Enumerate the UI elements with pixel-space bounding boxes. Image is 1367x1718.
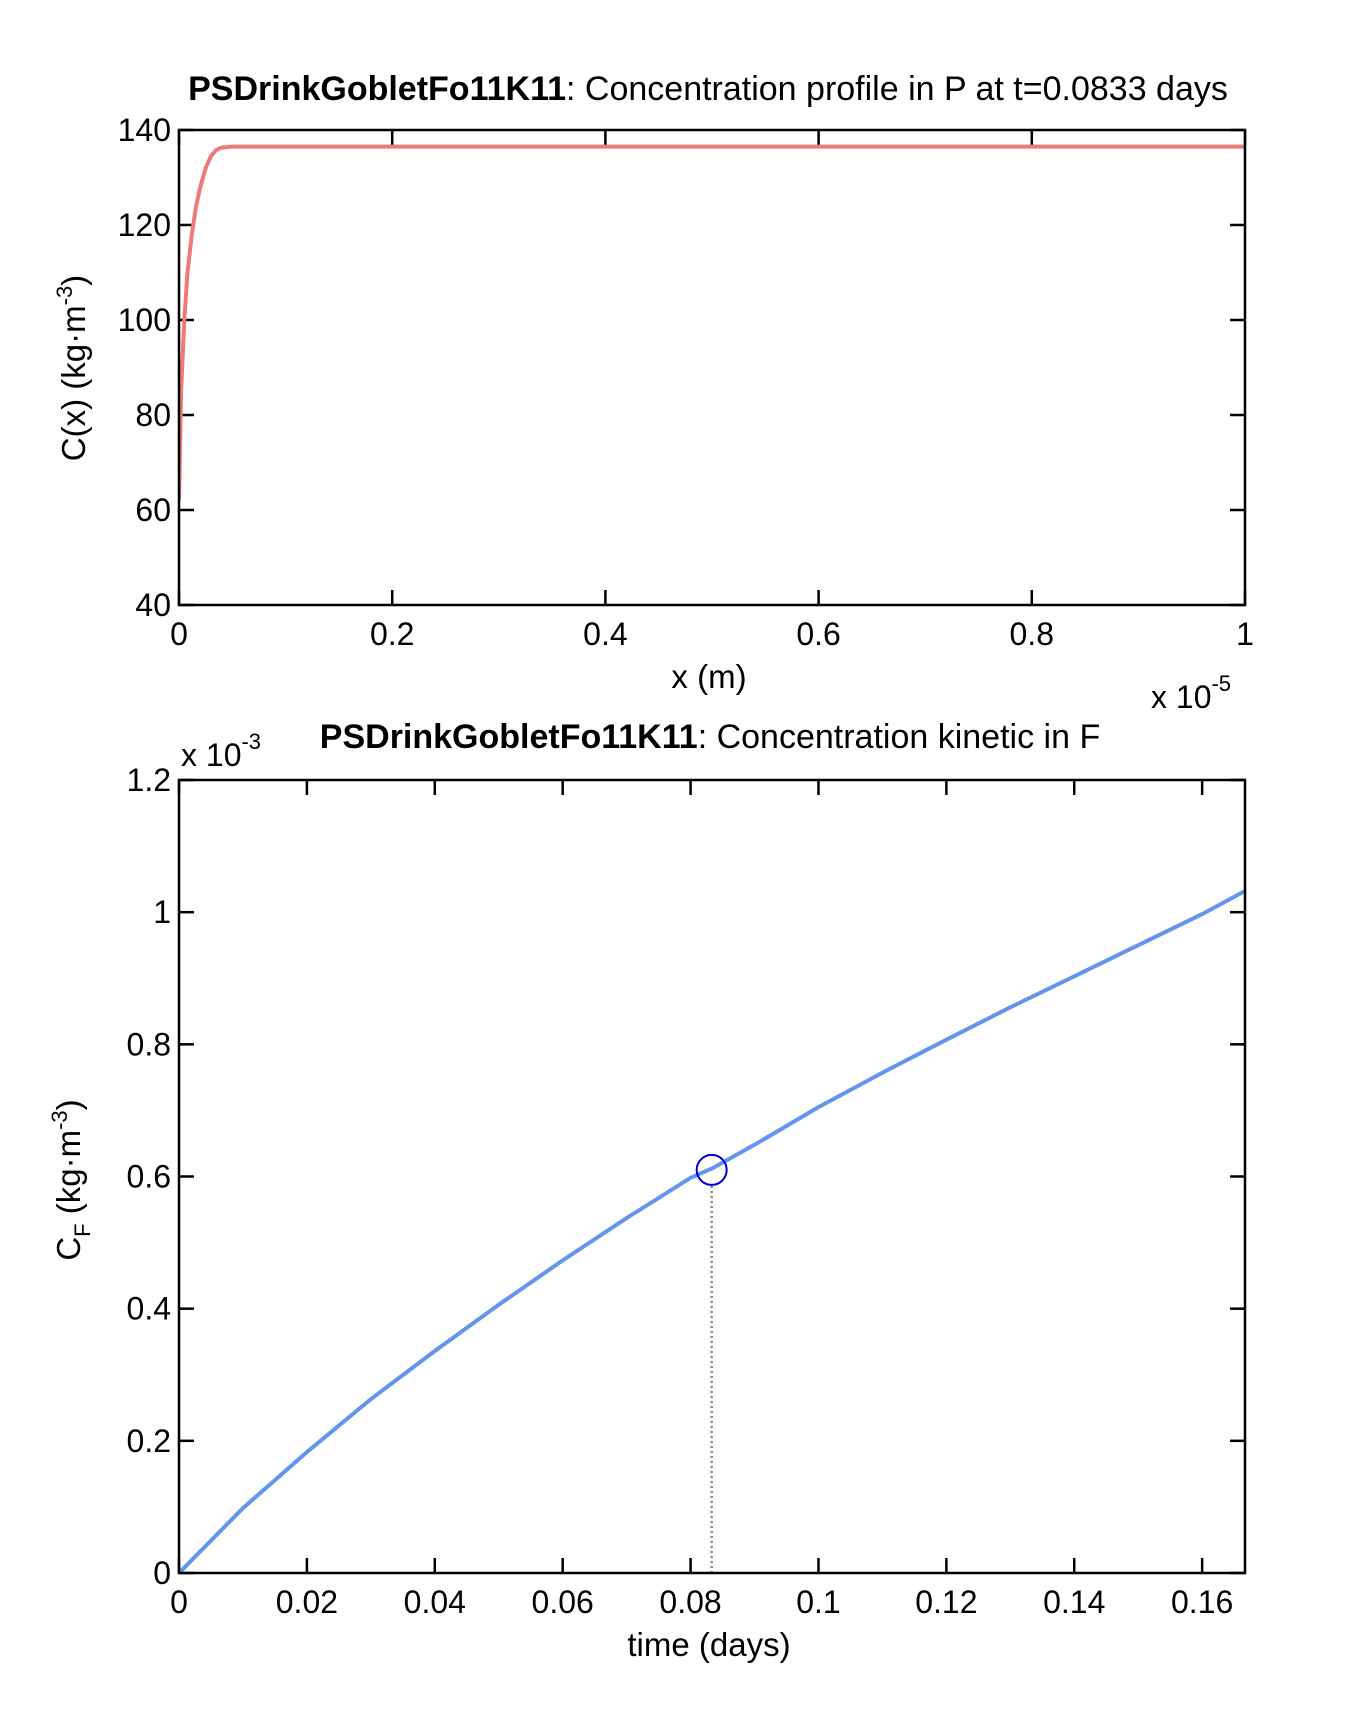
- y-tick-label: 0.4: [127, 1291, 171, 1327]
- top-plot-ylabel-sup: -3: [52, 286, 77, 306]
- x-tick-label: 0.12: [915, 1584, 977, 1620]
- top-plot-title: PSDrinkGobletFo11K11: Concentration prof…: [188, 70, 1228, 108]
- top-plot-ylabel-close: ): [55, 275, 92, 286]
- bottom-plot-ylabel-sub: F: [70, 1223, 95, 1236]
- bottom-plot: PSDrinkGobletFo11K11: Concentration kine…: [47, 718, 1247, 1663]
- y-tick-label: 100: [118, 302, 171, 338]
- x-tick-label: 0: [170, 616, 188, 652]
- top-plot-x-multiplier-base: x 10: [1151, 679, 1211, 715]
- y-tick-label: 80: [135, 397, 171, 433]
- y-tick-label: 60: [135, 492, 171, 528]
- bottom-plot-ticks: [177, 778, 1245, 1575]
- bottom-plot-axes-frame: [177, 778, 1247, 1575]
- bottom-plot-y-multiplier: x 10-3: [181, 729, 261, 773]
- bottom-plot-ylabel-rest: (kg·m: [50, 1130, 87, 1224]
- y-tick-label: 0.8: [127, 1026, 171, 1062]
- top-plot-axes-frame: [177, 128, 1247, 607]
- bottom-plot-xlabel: time (days): [627, 1626, 790, 1663]
- top-plot: PSDrinkGobletFo11K11: Concentration prof…: [52, 70, 1254, 715]
- x-tick-label: 0.06: [532, 1584, 594, 1620]
- bottom-plot-series-line: [179, 889, 1245, 1573]
- x-tick-label: 0.08: [659, 1584, 721, 1620]
- top-plot-ticks: [177, 128, 1247, 607]
- x-tick-label: 0.04: [404, 1584, 466, 1620]
- bottom-plot-y-multiplier-exp: -3: [241, 729, 261, 754]
- top-plot-series-line: [179, 144, 1245, 501]
- top-plot-title-text: : Concentration profile in P at t=0.0833…: [566, 70, 1228, 108]
- x-tick-label: 0.2: [370, 616, 414, 652]
- top-plot-xlabel: x (m): [671, 658, 746, 695]
- y-tick-label: 0: [153, 1555, 171, 1591]
- x-tick-label: 0.4: [583, 616, 627, 652]
- top-plot-title-name: PSDrinkGobletFo11K11: [188, 70, 566, 108]
- x-tick-label: 0: [170, 1584, 188, 1620]
- top-plot-x-multiplier: x 10-5: [1151, 671, 1231, 715]
- y-tick-label: 40: [135, 587, 171, 623]
- y-tick-label: 1.2: [127, 762, 171, 798]
- bottom-plot-ylabel: CF (kg·m-3): [47, 1099, 95, 1260]
- y-tick-label: 1: [153, 894, 171, 930]
- y-tick-label: 0.2: [127, 1423, 171, 1459]
- y-tick-label: 140: [118, 112, 171, 148]
- bottom-plot-current-time-marker: [695, 1153, 728, 1186]
- top-plot-ylabel-main: C(x) (kg·m: [55, 305, 92, 461]
- y-tick-label: 120: [118, 207, 171, 243]
- x-tick-label: 0.1: [796, 1584, 840, 1620]
- bottom-plot-ylabel-close: ): [50, 1099, 87, 1110]
- top-plot-ylabel: C(x) (kg·m-3): [52, 275, 92, 461]
- bottom-plot-title-name: PSDrinkGobletFo11K11: [320, 718, 698, 756]
- bottom-plot-y-multiplier-base: x 10: [181, 737, 241, 773]
- top-plot-x-multiplier-exp: -5: [1211, 671, 1231, 696]
- x-tick-label: 0.6: [796, 616, 840, 652]
- bottom-plot-title: PSDrinkGobletFo11K11: Concentration kine…: [320, 718, 1100, 756]
- bottom-plot-ylabel-sup: -3: [47, 1110, 72, 1130]
- x-tick-label: 0.02: [276, 1584, 338, 1620]
- bottom-plot-title-text: : Concentration kinetic in F: [698, 718, 1101, 756]
- x-tick-label: 0.16: [1171, 1584, 1233, 1620]
- y-tick-label: 0.6: [127, 1159, 171, 1195]
- bottom-plot-ylabel-main: C: [50, 1237, 87, 1261]
- bottom-plot-tick-labels: 0 0.02 0.04 0.06 0.08 0.1 0.12 0.14 0.16 0 0.2 0.4 0…: [127, 762, 1234, 1620]
- x-tick-label: 1: [1236, 616, 1254, 652]
- x-tick-label: 0.8: [1010, 616, 1054, 652]
- x-tick-label: 0.14: [1043, 1584, 1105, 1620]
